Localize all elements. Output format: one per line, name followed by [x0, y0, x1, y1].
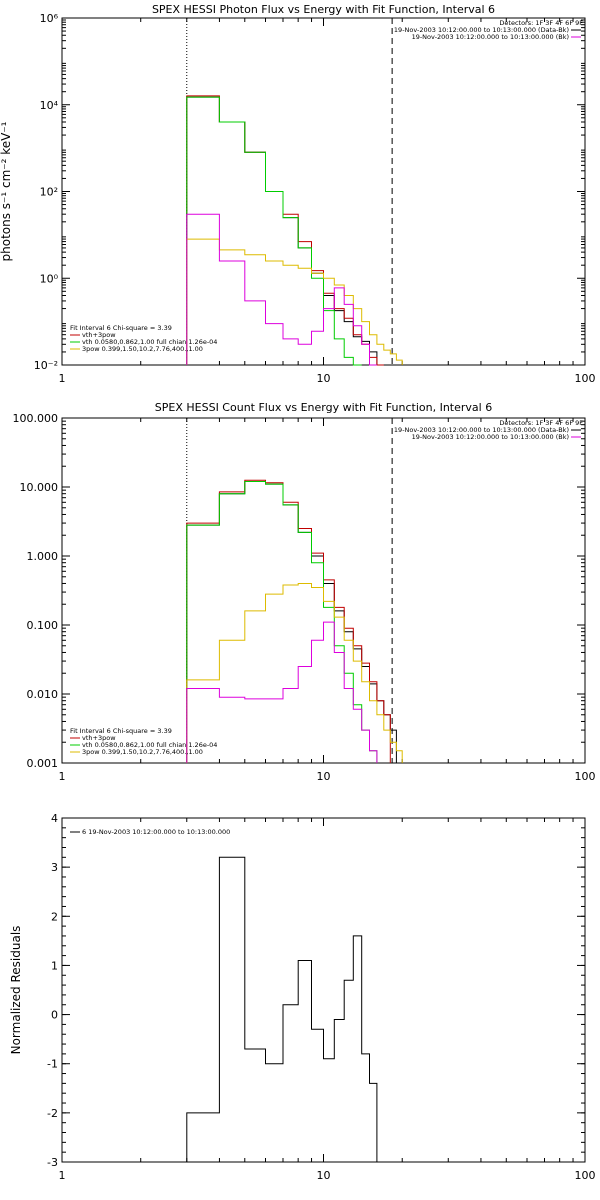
data-series-line [186, 621, 378, 763]
data-series-line [186, 96, 384, 366]
legend-right-entry: Detectors: 1F 3F 4F 6F 9F [499, 419, 583, 427]
y-tick-label: 3 [51, 861, 58, 874]
count-flux-panel: SPEX HESSI Count Flux vs Energy with Fit… [13, 401, 596, 783]
y-tick-label: 0 [51, 1009, 58, 1022]
data-series-line [186, 479, 391, 763]
legend-right-entry: 19-Nov-2003 10:12:00.000 to 10:13:00.000… [394, 426, 569, 434]
y-tick-label: 10.000 [20, 481, 59, 494]
y-axis-label: photons s⁻¹ cm⁻² keV⁻¹ [0, 121, 13, 261]
plot-frame [61, 817, 586, 1163]
y-tick-label: 10⁰ [40, 272, 59, 285]
y-tick-label: 10² [40, 186, 58, 199]
y-tick-label: 4 [51, 812, 58, 825]
legend-right-entry: Detectors: 1F 3F 4F 6F 9F [499, 19, 583, 27]
legend-right-entry: 19-Nov-2003 10:12:00.000 to 10:13:00.000… [394, 26, 569, 34]
data-series-line [186, 481, 397, 763]
legend-left-entry: 6 19-Nov-2003 10:12:00.000 to 10:13:00.0… [82, 828, 230, 836]
x-tick-label: 1 [59, 1169, 66, 1182]
x-tick-label: 10 [317, 372, 331, 385]
legend-right-entry: 19-Nov-2003 10:12:00.000 to 10:13:00.000… [412, 433, 569, 441]
legend-left-entry: vth 0.0580,0.862,1.00 full chian 1.26e-0… [82, 338, 217, 346]
legend-left-entry: Fit Interval 6 Chi-square = 3.39 [70, 727, 172, 735]
legend-left-entry: 3pow 0.399,1.50,10.2,7.76,400.,1.00 [82, 748, 203, 756]
data-series-line [186, 856, 378, 1162]
x-tick-label: 100 [575, 1169, 596, 1182]
x-tick-label: 100 [575, 770, 596, 783]
legend-left-entry: vth+3pow [82, 331, 116, 339]
y-axis-label: Normalized Residuals [9, 926, 23, 1055]
x-tick-label: 10 [317, 770, 331, 783]
y-tick-label: -2 [47, 1107, 58, 1120]
data-series-line [186, 583, 403, 763]
y-tick-label: 0.010 [27, 688, 59, 701]
y-tick-label: 0.001 [27, 757, 59, 770]
legend-left-entry: 3pow 0.399,1.50,10.2,7.76,400.,1.00 [82, 345, 203, 353]
legend-left-entry: vth 0.0580,0.862,1.00 full chian 1.26e-0… [82, 741, 217, 749]
chart-title: SPEX HESSI Count Flux vs Energy with Fit… [155, 401, 492, 414]
x-tick-label: 1 [59, 770, 66, 783]
y-tick-label: 2 [51, 910, 58, 923]
photon-flux-panel: SPEX HESSI Photon Flux vs Energy with Fi… [0, 3, 596, 385]
legend-right-entry: 19-Nov-2003 10:12:00.000 to 10:13:00.000… [412, 33, 569, 41]
residuals-panel: 1 10 100 -3 -2 -1 0 1 2 3 4 Normalized Residuals 6 1… [9, 812, 596, 1182]
y-tick-label: 1.000 [27, 550, 59, 563]
data-series-line [186, 96, 362, 366]
y-tick-label: 10⁶ [40, 12, 59, 25]
y-tick-label: 1 [51, 959, 58, 972]
x-tick-label: 1 [59, 372, 66, 385]
data-series-line [186, 213, 377, 366]
data-series-line [186, 95, 384, 366]
chart-title: SPEX HESSI Photon Flux vs Energy with Fi… [152, 3, 495, 16]
x-tick-label: 10 [317, 1169, 331, 1182]
x-tick-label: 100 [575, 372, 596, 385]
y-tick-label: 10⁴ [40, 99, 59, 112]
data-series-line [186, 238, 403, 365]
y-tick-label: -1 [47, 1058, 58, 1071]
legend-left-entry: vth+3pow [82, 734, 116, 742]
y-tick-label: -3 [47, 1156, 58, 1169]
legend-left-entry: Fit Interval 6 Chi-square = 3.39 [70, 324, 172, 332]
y-tick-label: 0.100 [27, 619, 59, 632]
data-series-line [186, 481, 378, 763]
y-tick-label: 10⁻² [34, 359, 58, 372]
y-tick-label: 100.000 [13, 412, 59, 425]
